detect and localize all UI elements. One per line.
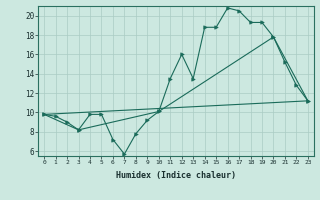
X-axis label: Humidex (Indice chaleur): Humidex (Indice chaleur) [116, 171, 236, 180]
